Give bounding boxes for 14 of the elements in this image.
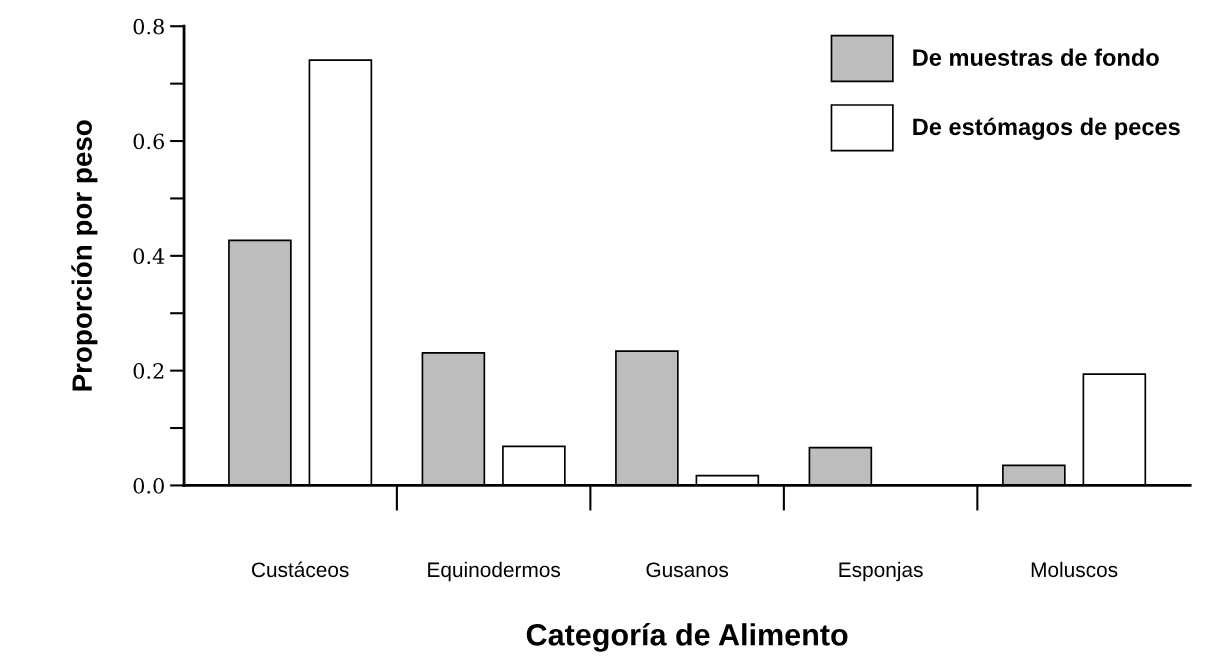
legend-label: De estómagos de peces [913,117,1180,140]
y-tick-label: 0.6 [133,133,164,150]
x-tick-label: Esponjas [839,561,923,582]
x-tick-label: Custáceos [251,561,349,578]
x-axis-title: Categoría de Alimento [526,622,848,652]
x-tick-label: Gusanos [646,562,729,578]
x-tick-label: Moluscos [1031,561,1118,578]
y-axis-title: Proporción por peso [71,120,98,391]
y-tick-label: 0.2 [133,363,164,379]
legend-label: De muestras de fondo [913,48,1159,66]
y-tick-label: 0.0 [133,477,164,494]
x-tick-label: Equinodermos [428,561,561,582]
y-tick-label: 0.8 [133,18,164,35]
y-tick-label: 0.4 [133,248,165,265]
